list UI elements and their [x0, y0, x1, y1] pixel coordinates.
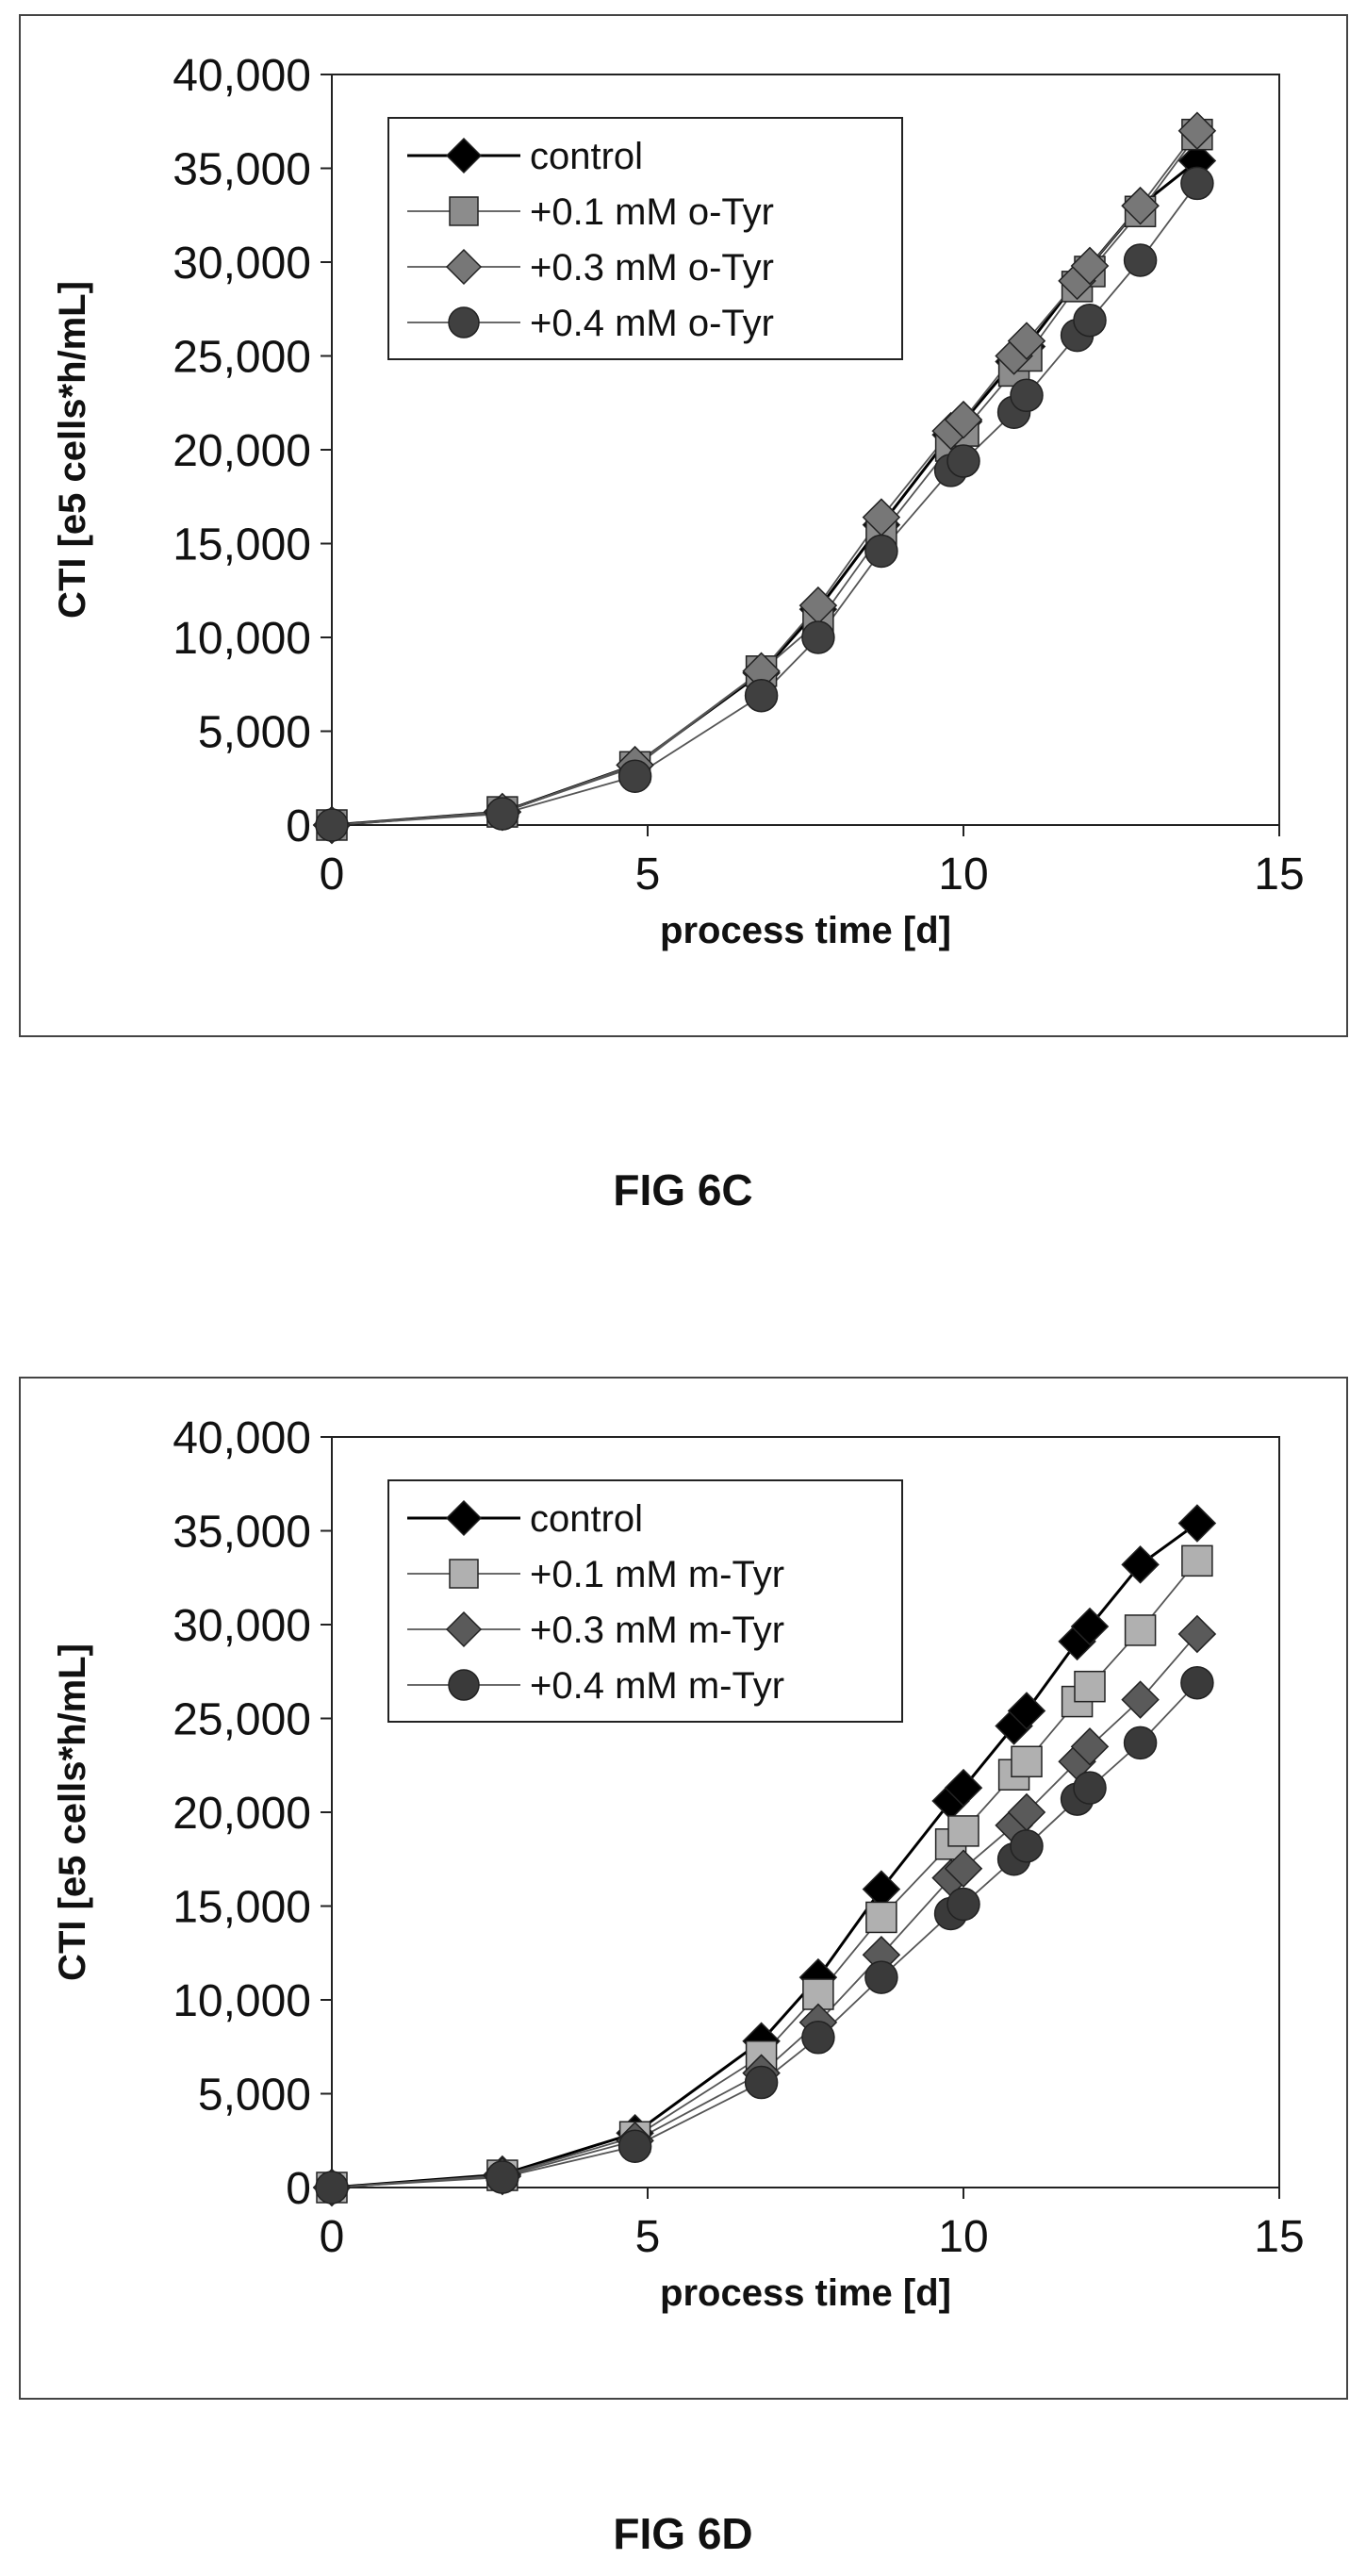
data-point-series-3 [315, 808, 349, 842]
legend-label: control [530, 1498, 643, 1540]
legend-label: +0.3 mM o-Tyr [530, 247, 774, 289]
data-point-series-2 [1177, 1614, 1217, 1654]
data-point-series-2 [944, 1849, 983, 1888]
data-point-series-0 [944, 1768, 983, 1808]
y-tick-label: 15,000 [173, 1883, 311, 1933]
legend-marker [448, 1669, 480, 1701]
legend-label: +0.1 mM m-Tyr [530, 1554, 784, 1595]
data-point-series-3 [744, 2065, 779, 2100]
y-tick-label: 40,000 [173, 1413, 311, 1463]
data-point-series-2 [1070, 1727, 1110, 1766]
data-point-series-2 [1121, 1680, 1160, 1719]
data-point-series-3 [1073, 1771, 1107, 1805]
y-tick-label: 25,000 [173, 333, 311, 383]
chart-panel-6c: 0 5,000 10,000 15,000 20,000 25,000 30,000 35,0… [19, 14, 1348, 1037]
data-point-series-3 [486, 2160, 519, 2194]
legend-marker [449, 196, 479, 226]
y-tick-label: 20,000 [173, 1789, 311, 1839]
legend-label: control [530, 136, 643, 177]
data-point-series-3 [864, 1960, 898, 1994]
x-tick-label: 0 [320, 2212, 345, 2262]
data-point-series-3 [1123, 243, 1158, 277]
data-point-series-1 [1181, 1544, 1213, 1577]
data-point-series-3 [486, 797, 519, 831]
data-point-series-2 [1121, 187, 1160, 225]
figure-caption-6d: FIG 6D [613, 2509, 753, 2558]
data-point-series-1 [1011, 1745, 1043, 1778]
data-point-series-2 [944, 400, 983, 439]
data-point-series-3 [864, 534, 898, 569]
y-tick-label: 30,000 [173, 239, 311, 289]
data-point-series-3 [1073, 303, 1107, 338]
y-tick-label: 20,000 [173, 426, 311, 476]
data-point-series-2 [1177, 111, 1217, 150]
figure-caption-6c: FIG 6C [613, 1165, 753, 1214]
y-tick-label: 30,000 [173, 1601, 311, 1651]
data-point-series-2 [1007, 322, 1046, 360]
data-point-series-1 [1074, 1670, 1106, 1703]
data-point-series-3 [617, 759, 652, 794]
data-point-series-3 [1123, 1726, 1158, 1760]
x-axis-title: process time [d] [660, 2272, 951, 2314]
chart-panel-6d: 0 5,000 10,000 15,000 20,000 25,000 30,000 35,0… [19, 1377, 1348, 2400]
y-tick-label: 10,000 [173, 1976, 311, 2026]
data-point-series-0 [1007, 1692, 1046, 1730]
data-point-series-1 [947, 1815, 979, 1847]
legend-marker [445, 137, 483, 174]
legend-marker [445, 1499, 483, 1537]
data-point-series-0 [1177, 1504, 1217, 1543]
data-point-series-3 [801, 620, 835, 654]
legend-marker [449, 1559, 479, 1589]
y-axis-title: CTI [e5 cells*h/mL] [52, 281, 93, 619]
chart-6d: 0 5,000 10,000 15,000 20,000 25,000 30,000 35,0… [52, 1413, 1305, 2314]
data-point-series-0 [1121, 1545, 1160, 1584]
legend-marker [445, 1610, 483, 1648]
legend-label: +0.4 mM o-Tyr [530, 303, 774, 344]
data-point-series-1 [865, 1901, 897, 1934]
x-axis-title: process time [d] [660, 910, 951, 951]
x-tick-label: 5 [635, 850, 661, 900]
y-tick-label: 5,000 [198, 2071, 311, 2121]
data-point-series-2 [1070, 246, 1110, 286]
x-tick-label: 15 [1254, 850, 1304, 900]
data-point-series-3 [744, 678, 779, 713]
y-tick-label: 15,000 [173, 520, 311, 570]
data-point-series-3 [617, 2129, 652, 2163]
y-tick-label: 0 [286, 2164, 311, 2214]
y-tick-label: 35,000 [173, 1508, 311, 1558]
y-tick-label: 0 [286, 801, 311, 851]
legend-marker [448, 306, 480, 339]
data-point-series-3 [1010, 378, 1044, 413]
legend-label: +0.4 mM m-Tyr [530, 1665, 784, 1707]
x-tick-label: 0 [320, 850, 345, 900]
chart-6c: 0 5,000 10,000 15,000 20,000 25,000 30,000 35,0… [52, 51, 1305, 951]
x-tick-label: 10 [938, 850, 988, 900]
data-point-series-3 [946, 1887, 980, 1922]
data-point-series-3 [1010, 1829, 1044, 1863]
data-point-series-3 [946, 444, 980, 478]
data-point-series-3 [801, 2021, 835, 2055]
data-point-series-3 [1180, 1665, 1214, 1700]
x-tick-label: 5 [635, 2212, 661, 2262]
y-tick-label: 25,000 [173, 1695, 311, 1745]
y-axis-title: CTI [e5 cells*h/mL] [52, 1643, 93, 1981]
x-tick-label: 10 [938, 2212, 988, 2262]
legend-marker [445, 248, 483, 286]
legend-label: +0.3 mM m-Tyr [530, 1610, 784, 1651]
y-tick-label: 10,000 [173, 614, 311, 664]
data-point-series-3 [1180, 166, 1214, 201]
data-point-series-0 [1070, 1607, 1110, 1646]
y-tick-label: 40,000 [173, 51, 311, 101]
data-point-series-3 [315, 2171, 349, 2204]
x-tick-label: 15 [1254, 2212, 1304, 2262]
y-tick-label: 35,000 [173, 145, 311, 195]
y-tick-label: 5,000 [198, 708, 311, 758]
data-point-series-1 [1124, 1614, 1157, 1646]
legend-label: +0.1 mM o-Tyr [530, 191, 774, 233]
